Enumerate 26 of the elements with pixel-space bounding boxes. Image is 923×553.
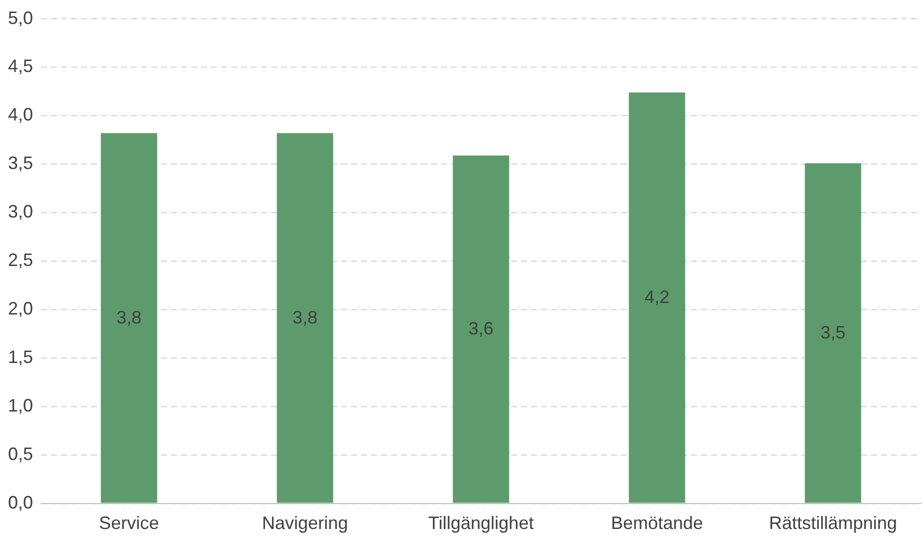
y-tick-label: 3,0 [8,202,34,222]
y-tick-label: 1,5 [8,346,34,367]
data-label: 3,8 [116,307,142,328]
data-label: 3,5 [820,322,846,342]
y-tick-label: 3,5 [8,153,34,174]
y-tick-label: 1,0 [8,395,34,416]
bar [628,92,686,503]
x-tick-label: Service [99,513,160,534]
y-tick-label: 4,5 [8,56,34,76]
bar [452,155,510,503]
data-label: 3,8 [292,307,318,328]
x-tick-label: Tillgänglighet [428,513,534,534]
y-tick-label: 4,0 [8,104,34,125]
y-tick-label: 2,5 [8,250,34,270]
data-label: 3,6 [468,318,494,338]
y-tick-label: 0,5 [8,444,34,464]
y-tick-label: 0,0 [8,492,34,512]
y-tick-label: 2,0 [8,298,34,319]
bar [100,133,158,503]
bar [804,163,862,503]
data-label: 4,2 [644,286,670,307]
x-tick-label: Navigering [262,513,348,534]
x-tick-label: Bemötande [610,513,704,534]
x-tick-label: Rättstillämpning [768,513,898,534]
bar [276,133,334,503]
y-tick-label: 5,0 [8,8,34,28]
